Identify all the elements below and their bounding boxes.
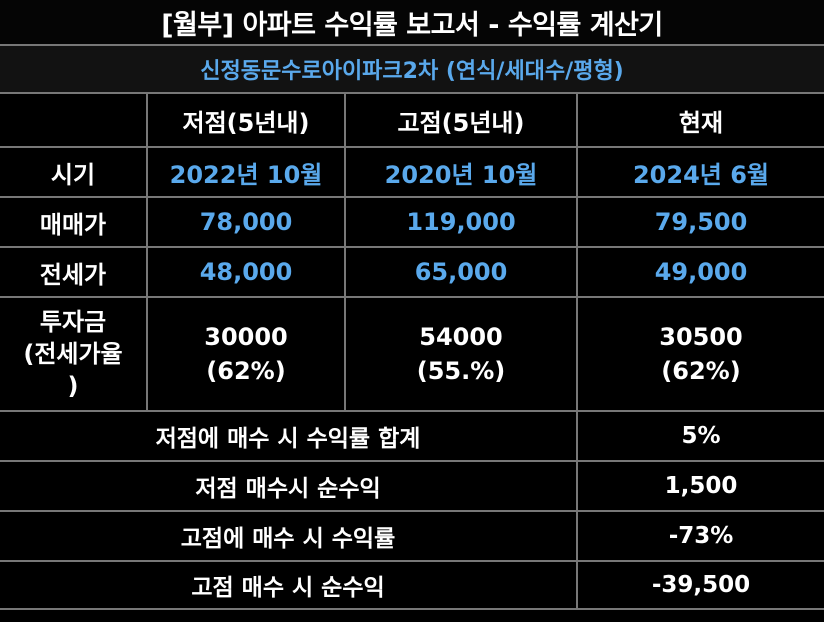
- grid-divider: [0, 510, 824, 512]
- grid-divider: [576, 94, 578, 410]
- investment-label-line3: ): [67, 372, 79, 400]
- report-title: [월부] 아파트 수익률 보고서 - 수익률 계산기: [0, 0, 824, 44]
- period-current: 2024년 6월: [632, 160, 769, 189]
- grid-divider: [576, 410, 578, 608]
- sale-price-low: 78,000: [199, 208, 293, 236]
- investment-row: 투자금 (전세가율 ) 30000 (62%) 54000 (55.%) 305…: [0, 298, 824, 410]
- column-header-high: 고점(5년내): [397, 108, 525, 137]
- grid-divider: [0, 410, 824, 412]
- column-header-low: 저점(5년내): [182, 108, 310, 137]
- jeonse-price-row: 전세가 48,000 65,000 49,000: [0, 248, 824, 296]
- jeonse-price-high: 65,000: [414, 258, 508, 286]
- jeonse-price-current: 49,000: [654, 258, 748, 286]
- grid-divider: [0, 296, 824, 298]
- grid-divider: [0, 146, 824, 148]
- investment-amount: 30000: [204, 323, 288, 351]
- grid-divider: [0, 608, 824, 610]
- period-row: 시기 2022년 10월 2020년 10월 2024년 6월: [0, 148, 824, 196]
- column-header-row: 저점(5년내) 고점(5년내) 현재: [0, 94, 824, 146]
- investment-label-line2: (전세가율: [23, 340, 123, 368]
- investment-label: 투자금 (전세가율 ): [0, 298, 146, 410]
- jeonse-price-label: 전세가: [39, 260, 107, 289]
- grid-divider: [0, 246, 824, 248]
- summary-value: -39,500: [651, 572, 751, 598]
- investment-ratio: (62%): [206, 357, 286, 385]
- grid-divider: [0, 460, 824, 462]
- summary-row: 고점 매수 시 순수익 -39,500: [0, 562, 824, 608]
- summary-value: 1,500: [664, 473, 738, 499]
- summary-label: 고점 매수 시 순수익: [191, 575, 385, 601]
- apartment-name-row: 신정동문수로아이파크2차 (연식/세대수/평형): [0, 44, 824, 94]
- sale-price-label: 매매가: [39, 210, 107, 239]
- summary-row: 저점 매수시 순수익 1,500: [0, 462, 824, 510]
- jeonse-price-low: 48,000: [199, 258, 293, 286]
- investment-label-line1: 투자금: [39, 308, 107, 336]
- investment-high: 54000 (55.%): [346, 298, 576, 410]
- investment-current: 30500 (62%): [578, 298, 824, 410]
- investment-low: 30000 (62%): [148, 298, 344, 410]
- investment-amount: 30500: [659, 323, 743, 351]
- summary-value: -73%: [668, 523, 734, 549]
- investment-ratio: (55.%): [416, 357, 506, 385]
- summary-row: 저점에 매수 시 수익률 합계 5%: [0, 412, 824, 460]
- grid-divider: [0, 560, 824, 562]
- grid-divider: [0, 196, 824, 198]
- grid-divider: [146, 94, 148, 410]
- summary-label: 저점에 매수 시 수익률 합계: [155, 426, 421, 452]
- grid-divider: [344, 94, 346, 410]
- period-low: 2022년 10월: [169, 160, 323, 189]
- summary-row: 고점에 매수 시 수익률 -73%: [0, 512, 824, 560]
- period-high: 2020년 10월: [384, 160, 538, 189]
- sale-price-high: 119,000: [406, 208, 516, 236]
- summary-label: 저점 매수시 순수익: [195, 476, 381, 502]
- period-label: 시기: [50, 160, 96, 189]
- apartment-name: 신정동문수로아이파크2차 (연식/세대수/평형): [0, 46, 824, 92]
- column-header-current: 현재: [678, 108, 724, 137]
- summary-label: 고점에 매수 시 수익률: [180, 526, 396, 552]
- investment-amount: 54000: [419, 323, 503, 351]
- report-title-row: [월부] 아파트 수익률 보고서 - 수익률 계산기: [0, 0, 824, 44]
- sale-price-row: 매매가 78,000 119,000 79,500: [0, 198, 824, 246]
- investment-ratio: (62%): [661, 357, 741, 385]
- sale-price-current: 79,500: [654, 208, 748, 236]
- summary-value: 5%: [681, 423, 721, 449]
